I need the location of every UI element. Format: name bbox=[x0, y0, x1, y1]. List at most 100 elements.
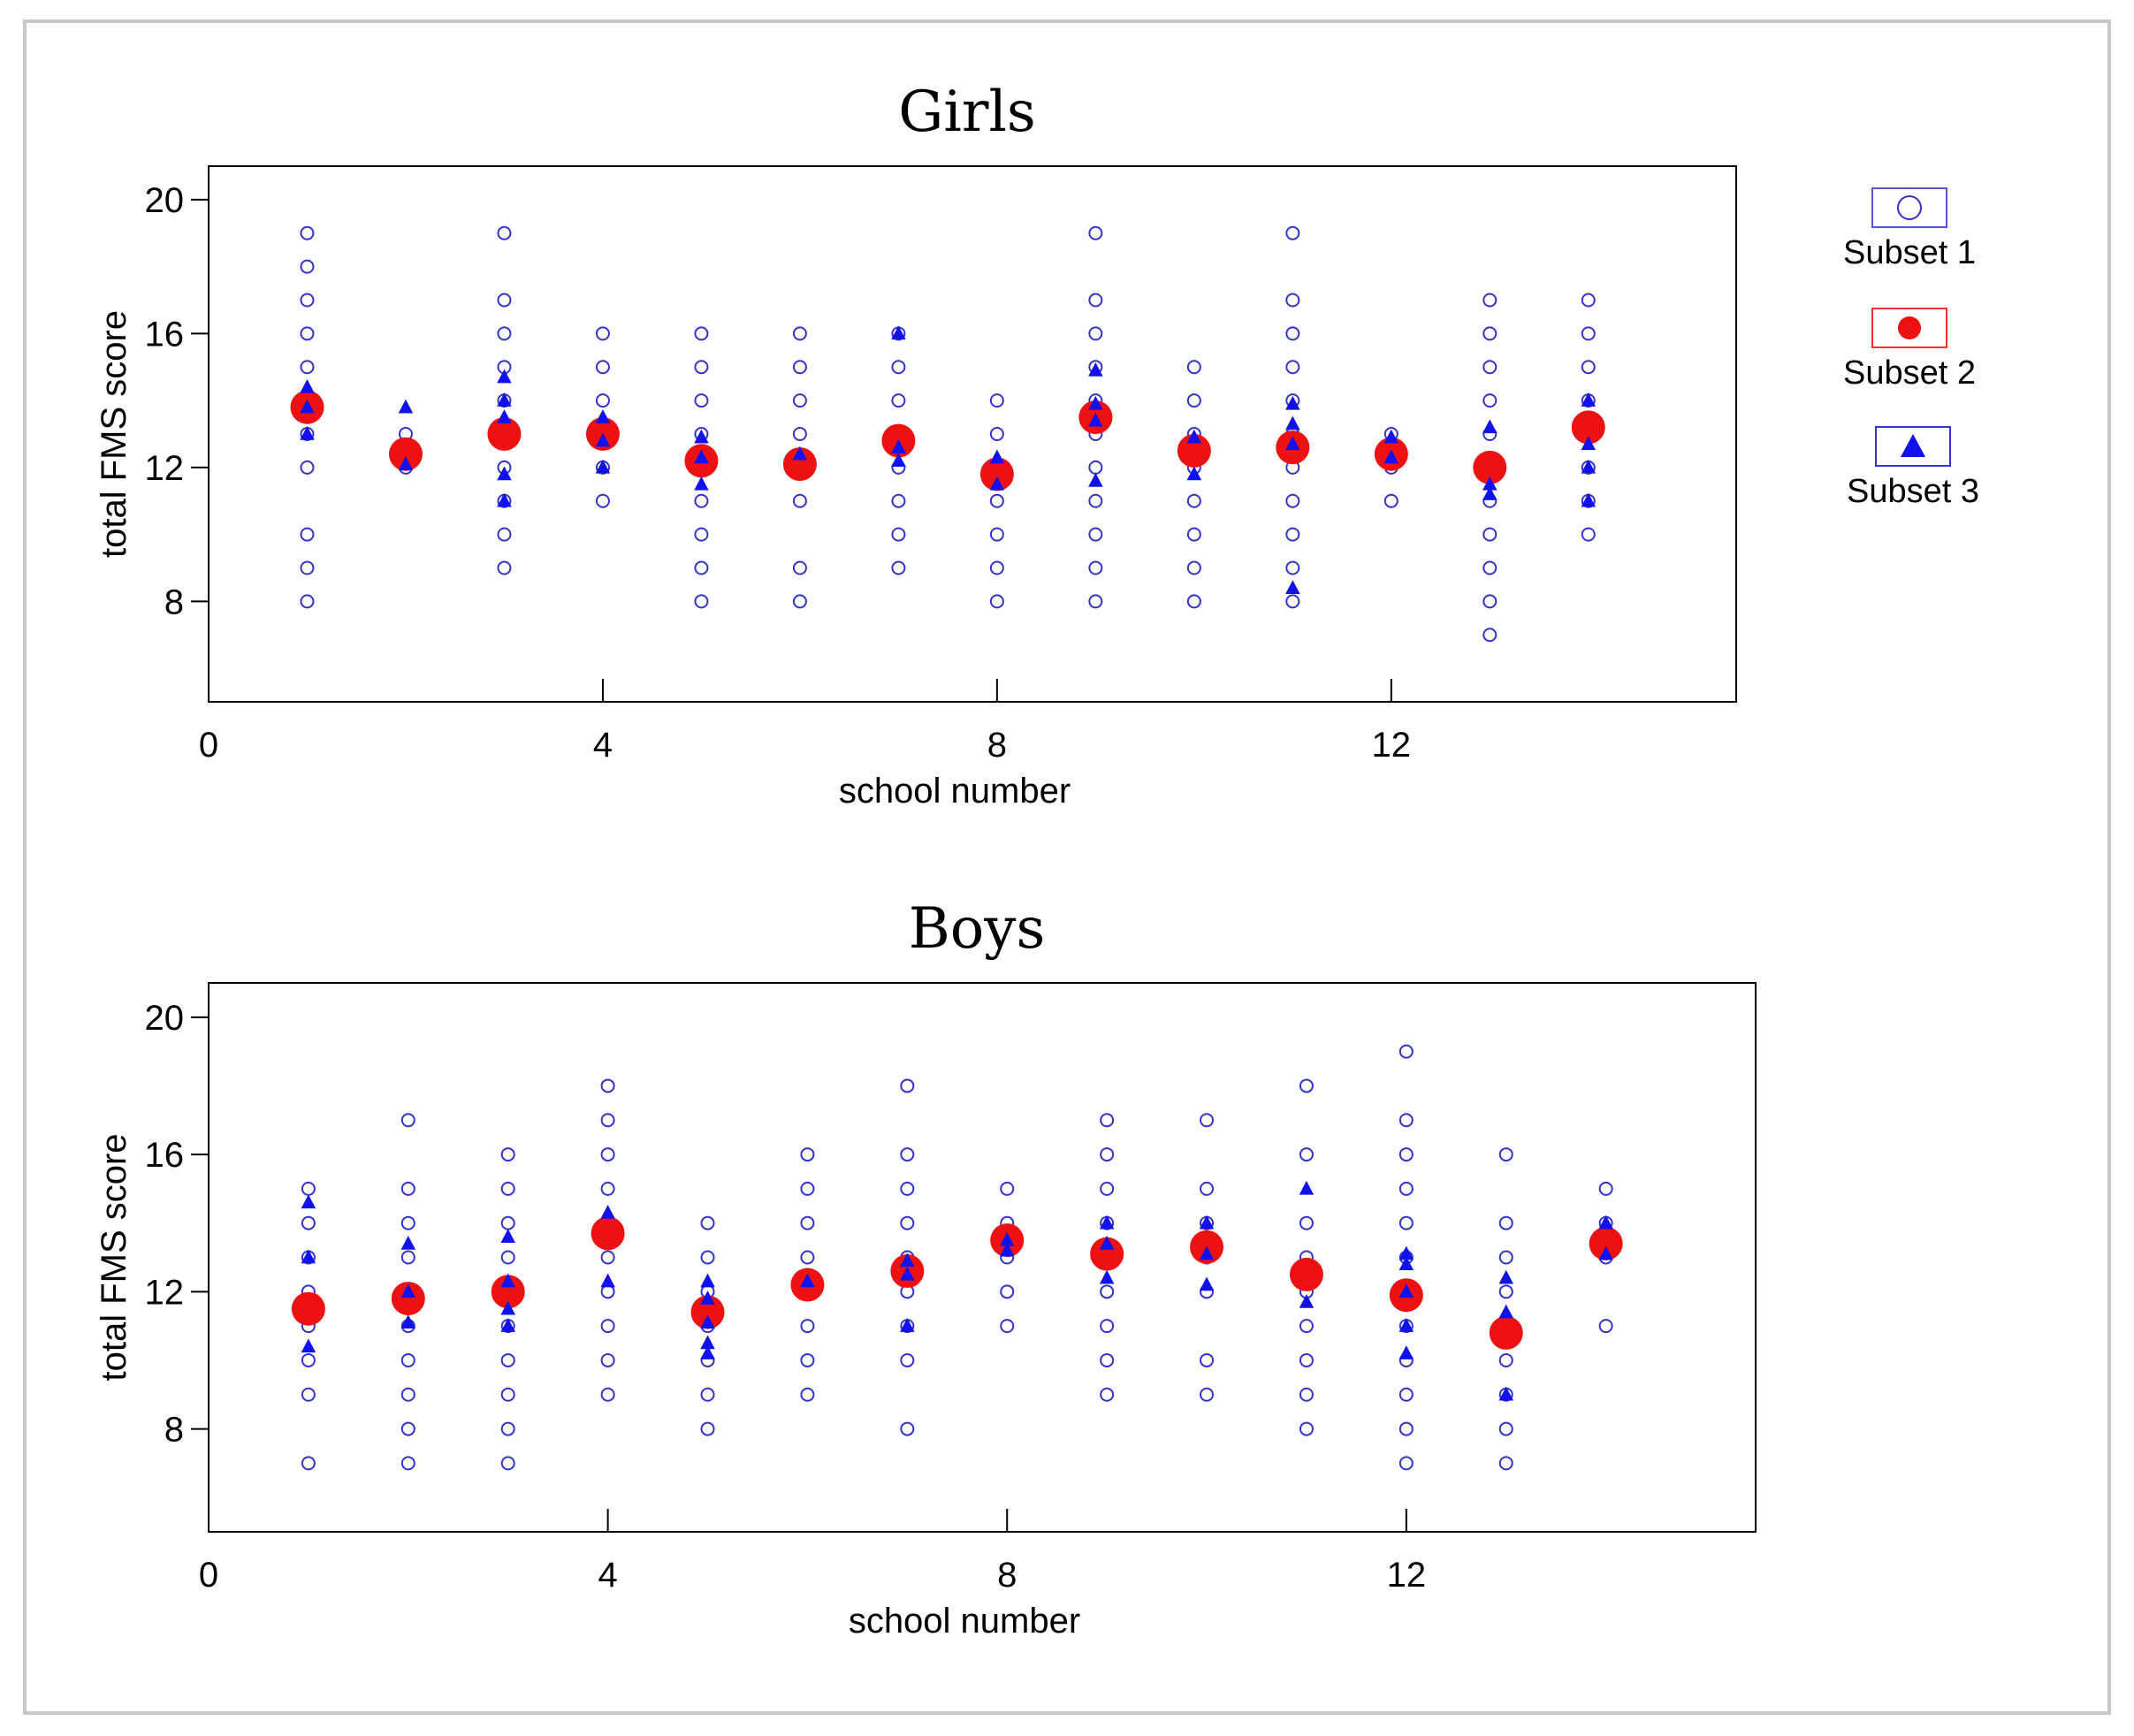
legend-label: Subset 2 bbox=[1843, 354, 1976, 392]
data-point bbox=[900, 1352, 915, 1367]
data-point bbox=[400, 1456, 415, 1471]
data-point bbox=[1200, 1181, 1215, 1196]
data-point bbox=[600, 1181, 615, 1196]
data-point bbox=[1299, 1293, 1315, 1308]
data-point bbox=[694, 360, 709, 375]
data-point bbox=[1299, 1421, 1314, 1436]
girls-panel: Girls 8 12 16 20 0 4 8 12 school number total FMS … bbox=[95, 80, 1737, 811]
data-point bbox=[1100, 1181, 1115, 1196]
data-point bbox=[694, 527, 709, 542]
data-point bbox=[1399, 1421, 1414, 1436]
data-point bbox=[300, 460, 315, 475]
data-point bbox=[1088, 560, 1103, 575]
data-point bbox=[400, 1113, 415, 1128]
series-subset-3 bbox=[300, 325, 1597, 594]
data-point bbox=[1186, 594, 1201, 609]
data-point bbox=[600, 1113, 615, 1128]
data-point bbox=[300, 527, 315, 542]
data-point bbox=[1299, 1352, 1314, 1367]
data-point bbox=[700, 1345, 715, 1359]
data-point bbox=[1383, 493, 1399, 508]
data-point bbox=[700, 1421, 715, 1436]
data-point bbox=[400, 1387, 415, 1402]
data-point bbox=[400, 1235, 416, 1250]
chart-title: Boys bbox=[909, 896, 1046, 962]
data-point bbox=[694, 326, 709, 341]
data-point bbox=[792, 493, 807, 508]
data-point bbox=[800, 1352, 815, 1367]
x-tick-label: 12 bbox=[1372, 726, 1412, 765]
data-point bbox=[694, 594, 709, 609]
data-point bbox=[800, 1215, 815, 1230]
data-point bbox=[1581, 360, 1596, 375]
data-point bbox=[497, 492, 512, 507]
x-tick-label: 4 bbox=[598, 1556, 617, 1595]
data-point bbox=[1581, 459, 1597, 474]
data-point bbox=[400, 1421, 415, 1436]
data-point bbox=[301, 1194, 316, 1209]
legend-swatch bbox=[1871, 187, 1947, 228]
data-point bbox=[500, 1250, 515, 1265]
data-point bbox=[891, 439, 906, 453]
data-point bbox=[1088, 326, 1103, 341]
data-point bbox=[1285, 225, 1300, 240]
data-point bbox=[989, 527, 1004, 542]
data-point bbox=[497, 293, 512, 308]
data-point bbox=[1100, 1147, 1115, 1162]
data-point bbox=[1482, 360, 1498, 375]
data-point bbox=[300, 594, 315, 609]
data-point bbox=[1399, 1256, 1414, 1271]
data-point bbox=[1200, 1113, 1215, 1128]
data-point bbox=[999, 1232, 1015, 1246]
y-tick-label: 16 bbox=[145, 1136, 185, 1175]
series-subset-3 bbox=[301, 1180, 1613, 1401]
data-point bbox=[300, 360, 315, 375]
y-axis-label: total FMS score bbox=[95, 1133, 133, 1381]
data-point bbox=[1186, 527, 1201, 542]
data-point bbox=[300, 225, 315, 240]
data-point bbox=[300, 426, 315, 440]
data-point bbox=[1090, 1237, 1124, 1271]
legend-label: Subset 1 bbox=[1843, 234, 1976, 271]
data-point bbox=[1186, 393, 1201, 408]
data-point bbox=[1285, 436, 1300, 451]
data-point bbox=[900, 1147, 915, 1162]
data-point bbox=[1100, 1284, 1115, 1299]
data-point bbox=[398, 399, 414, 414]
data-point bbox=[792, 360, 807, 375]
data-point bbox=[800, 1147, 815, 1162]
data-point bbox=[800, 1319, 815, 1334]
data-point bbox=[1498, 1456, 1513, 1471]
data-point bbox=[999, 1242, 1015, 1257]
series-subset-2 bbox=[291, 1216, 1623, 1350]
data-point bbox=[600, 1147, 615, 1162]
x-tick-label: 8 bbox=[997, 1556, 1017, 1595]
data-point bbox=[300, 560, 315, 575]
data-point bbox=[1285, 395, 1300, 410]
data-point bbox=[792, 594, 807, 609]
data-point bbox=[400, 1215, 415, 1230]
data-point bbox=[700, 1291, 715, 1305]
data-point bbox=[979, 457, 1014, 491]
data-point bbox=[300, 259, 315, 274]
data-point bbox=[291, 1291, 325, 1326]
data-point bbox=[497, 392, 512, 407]
data-point bbox=[1289, 1257, 1323, 1291]
data-point bbox=[1100, 1387, 1115, 1402]
data-point bbox=[400, 1250, 415, 1265]
data-point bbox=[500, 1273, 515, 1288]
data-point bbox=[1099, 1214, 1115, 1230]
data-point bbox=[1299, 1078, 1314, 1093]
data-point bbox=[600, 1205, 615, 1219]
data-point bbox=[900, 1181, 915, 1196]
data-point bbox=[1177, 433, 1211, 468]
data-point bbox=[989, 449, 1005, 464]
data-point bbox=[595, 409, 611, 423]
data-point bbox=[1285, 580, 1300, 594]
data-point bbox=[1598, 1319, 1613, 1334]
data-point bbox=[1482, 476, 1498, 491]
data-point bbox=[900, 1266, 915, 1281]
data-point bbox=[300, 378, 315, 393]
data-point bbox=[1498, 1421, 1513, 1436]
data-point bbox=[989, 393, 1004, 408]
